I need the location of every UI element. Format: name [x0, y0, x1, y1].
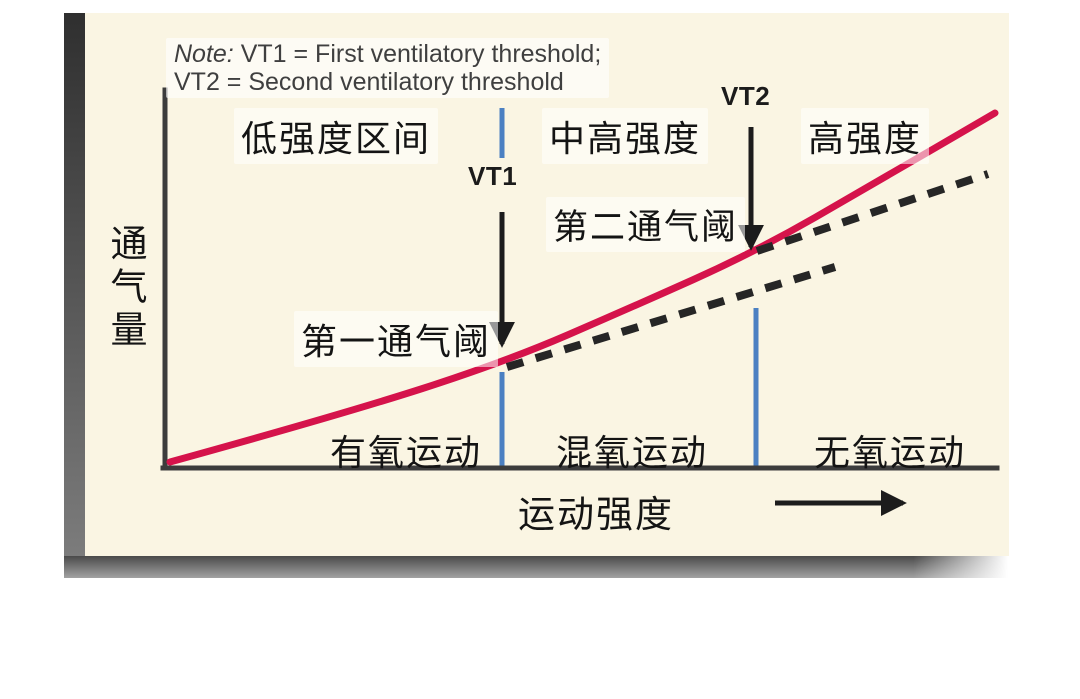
y-axis-label: 通气量 [105, 224, 146, 353]
vt1-label: VT1 [468, 161, 518, 191]
x-axis-label: 运动强度 [518, 494, 674, 535]
second-ventilatory-threshold-label: 第二通气阈 [546, 197, 746, 252]
zone-label-mid-high-intensity: 中高强度 [542, 108, 709, 164]
vt2-extrapolation-dashed [755, 170, 990, 255]
vt2-label: VT2 [721, 81, 771, 111]
note-prefix: Note: [174, 40, 234, 68]
note-text: Note: VT1 = First ventilatory threshold;… [166, 38, 610, 98]
ventilation-curve [166, 109, 999, 466]
zone-label-high-intensity: 高强度 [801, 108, 930, 164]
note-line1: VT1 = First ventilatory threshold; [233, 40, 602, 68]
frame-bottom-shadow [64, 556, 1008, 578]
first-ventilatory-threshold-label: 第一通气阈 [294, 311, 499, 367]
note-line2: VT2 = Second ventilatory threshold [174, 68, 564, 96]
frame-left-shadow [64, 13, 85, 578]
vt1-extrapolation-dashed [505, 263, 837, 371]
zone-label-mixed: 混氧运动 [556, 432, 709, 473]
zone-label-anaerobic: 无氧运动 [814, 432, 967, 473]
zone-label-aerobic: 有氧运动 [330, 432, 483, 473]
zone-label-low-intensity: 低强度区间 [234, 108, 439, 164]
